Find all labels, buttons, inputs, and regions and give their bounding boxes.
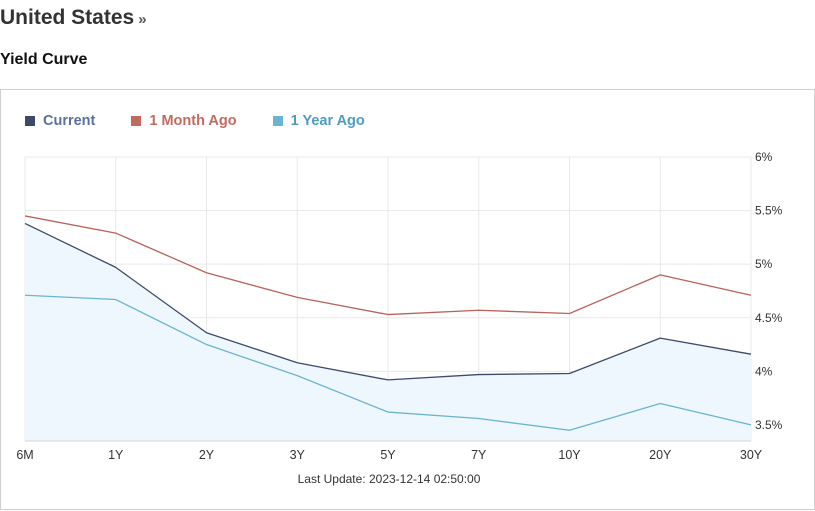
legend-label-1-year-ago: 1 Year Ago (290, 113, 365, 129)
legend-label-1-month-ago: 1 Month Ago (149, 113, 237, 129)
section-title: Yield Curve (0, 51, 88, 68)
country-title[interactable]: United States» (0, 6, 147, 30)
legend-swatch-1-year-ago (272, 116, 283, 126)
legend-label-current: Current (43, 113, 96, 129)
yield-curve-chart: Current 1 Month Ago 1 Year Ago (0, 89, 815, 510)
chart-legend: Current 1 Month Ago 1 Year Ago (25, 113, 365, 129)
legend-item-current[interactable]: Current (25, 113, 95, 129)
legend-swatch-current (25, 116, 35, 126)
legend-item-1-year-ago[interactable]: 1 Year Ago (272, 113, 365, 129)
country-name[interactable]: United States (0, 6, 135, 29)
more-arrow-icon[interactable]: » (138, 11, 147, 28)
legend-swatch-1-month-ago (131, 116, 142, 126)
legend-item-1-month-ago[interactable]: 1 Month Ago (131, 113, 237, 129)
